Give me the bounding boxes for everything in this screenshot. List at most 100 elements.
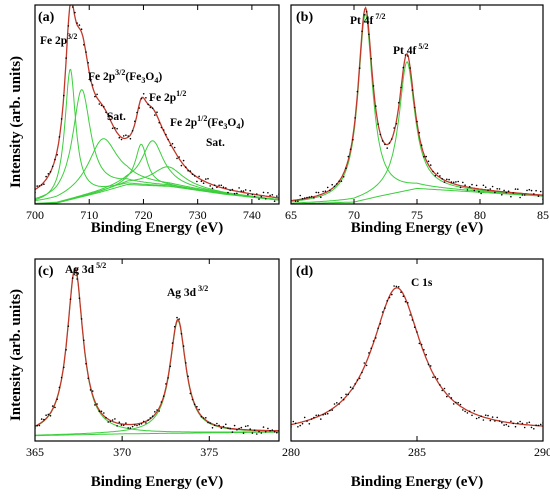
raw-point: [436, 378, 439, 380]
raw-point: [349, 386, 352, 389]
raw-point: [494, 191, 496, 194]
raw-point: [242, 190, 245, 192]
raw-point: [80, 318, 83, 320]
x-axis-title: Binding Energy (eV): [351, 474, 484, 490]
raw-point: [231, 431, 234, 433]
raw-point: [404, 300, 407, 303]
panel-label: (d): [296, 264, 313, 279]
raw-point: [71, 277, 74, 279]
raw-point: [222, 186, 225, 188]
raw-point: [171, 342, 174, 344]
raw-point: [313, 197, 315, 199]
raw-point: [105, 111, 107, 114]
raw-point: [416, 120, 418, 123]
raw-point: [375, 337, 377, 339]
raw-point: [429, 164, 432, 166]
raw-point: [423, 349, 425, 351]
raw-point: [473, 410, 476, 412]
raw-point: [384, 143, 386, 146]
raw-point: [240, 426, 243, 429]
raw-point: [526, 422, 528, 424]
raw-point: [70, 2, 72, 4]
x-tick-label: 290: [534, 445, 550, 459]
raw-point: [501, 421, 503, 424]
raw-point: [103, 412, 105, 414]
raw-point: [377, 327, 379, 330]
raw-point: [443, 387, 446, 390]
raw-point: [299, 194, 302, 197]
raw-point: [255, 433, 258, 435]
raw-point: [434, 174, 437, 177]
raw-point: [180, 333, 183, 335]
raw-point: [425, 155, 428, 158]
raw-point: [450, 397, 453, 399]
raw-point: [191, 398, 194, 401]
x-tick-label: 75: [411, 208, 423, 222]
raw-point: [167, 377, 169, 379]
raw-point: [455, 401, 457, 404]
raw-point: [429, 365, 432, 367]
raw-point: [276, 431, 278, 434]
peak-label-1: Pt 4f 5/2: [393, 42, 429, 57]
raw-point: [446, 395, 448, 398]
raw-point: [345, 167, 347, 169]
raw-point: [427, 363, 430, 366]
raw-point: [475, 184, 478, 187]
raw-point: [342, 176, 345, 178]
raw-point: [459, 403, 462, 406]
raw-point: [528, 421, 531, 424]
raw-point: [491, 185, 494, 188]
raw-point: [402, 295, 405, 298]
raw-point: [227, 191, 229, 194]
raw-point: [464, 410, 466, 413]
x-tick-label: 375: [200, 445, 218, 459]
x-tick-label: 710: [80, 208, 98, 222]
raw-point: [60, 376, 63, 379]
raw-point: [76, 22, 78, 24]
raw-point: [78, 297, 81, 300]
raw-point: [457, 180, 460, 183]
raw-point: [227, 427, 229, 430]
raw-point: [89, 389, 92, 391]
raw-point: [420, 144, 423, 146]
raw-point: [494, 420, 496, 422]
raw-point: [329, 189, 331, 192]
raw-point: [193, 403, 196, 406]
raw-point: [51, 405, 54, 407]
raw-point: [326, 186, 329, 189]
raw-point: [114, 418, 116, 420]
raw-point: [333, 185, 336, 188]
raw-point: [320, 196, 322, 198]
fit-envelope: [291, 287, 543, 427]
raw-point: [78, 24, 81, 26]
raw-point: [301, 422, 304, 425]
raw-point: [156, 111, 158, 113]
raw-point: [225, 187, 227, 189]
raw-point: [187, 375, 189, 378]
raw-point: [352, 387, 354, 390]
raw-point: [71, 6, 74, 8]
raw-point: [251, 432, 254, 434]
raw-point: [229, 189, 231, 192]
raw-point: [178, 156, 180, 158]
raw-point: [56, 154, 58, 156]
raw-point: [83, 44, 85, 46]
raw-point: [136, 111, 138, 114]
raw-point: [218, 184, 220, 187]
panel-frame: [34, 258, 280, 442]
raw-point: [478, 416, 480, 419]
raw-point: [220, 427, 223, 430]
raw-point: [418, 131, 421, 134]
raw-point: [205, 178, 207, 180]
x-tick-label: 740: [243, 208, 261, 222]
raw-point: [462, 409, 464, 411]
raw-point: [523, 194, 526, 196]
component-peak-1: [291, 61, 543, 204]
raw-point: [238, 427, 240, 430]
raw-point: [370, 347, 373, 350]
raw-point: [310, 195, 313, 198]
raw-point: [216, 422, 218, 425]
panel-frame: [290, 4, 544, 205]
raw-point: [471, 414, 473, 417]
raw-point: [111, 127, 114, 130]
